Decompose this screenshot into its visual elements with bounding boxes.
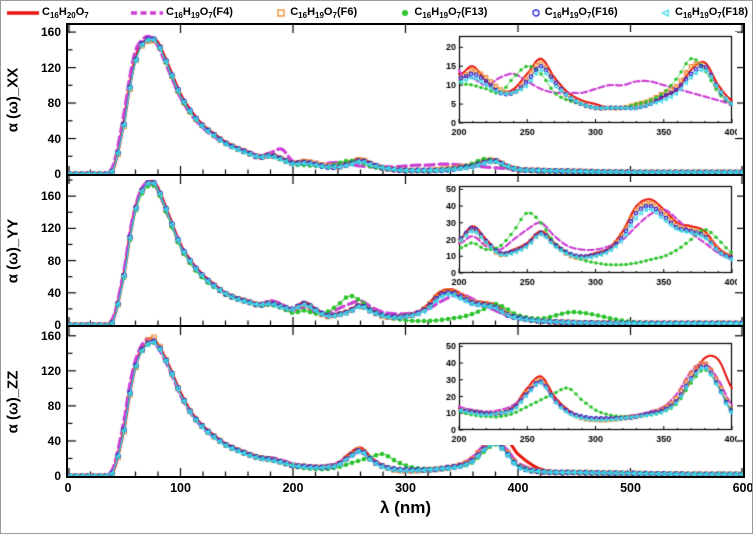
legend-item-F18: C16H19O7(F18)	[658, 5, 748, 21]
legend: C16H20O7 C16H19O7(F4) C16H19O7(F6) C16H19O7…	[3, 3, 751, 23]
x-tick-label: 400	[507, 481, 529, 495]
legend-label-F18: C16H19O7(F18)	[674, 5, 748, 21]
x-axis-title-text: λ (nm)	[380, 498, 431, 517]
alpha-zz-inset	[435, 339, 737, 450]
legend-item-F13: C16H19O7(F13)	[398, 6, 487, 20]
y-tick-label: 120	[40, 363, 61, 378]
alpha-xx-inset-canvas	[435, 32, 737, 138]
y-axis-title-zz: α (ω)_ZZ	[4, 370, 22, 433]
dashed-line-icon	[130, 7, 165, 19]
circle-open-icon	[528, 7, 543, 19]
panel-alpha-yy	[66, 174, 745, 327]
y-axis-title-xx-wrap: α (ω)_XX	[3, 23, 23, 176]
legend-label-F16: C16H19O7(F16)	[544, 5, 618, 21]
x-axis-title: λ (nm)	[66, 498, 745, 518]
y-tick-label: 40	[47, 433, 61, 448]
alpha-zz-inset-canvas	[435, 339, 737, 445]
solid-line-icon	[6, 7, 40, 19]
y-tick-label: 40	[47, 131, 61, 146]
alpha-yy-inset-canvas	[435, 182, 737, 288]
panel-alpha-xx	[66, 23, 745, 176]
alpha-yy-inset	[435, 182, 737, 293]
y-tick-label: 0	[54, 318, 61, 332]
x-tick-label: 200	[282, 481, 304, 495]
alpha-xx-inset	[435, 32, 737, 143]
legend-label-F4: C16H19O7(F4)	[166, 5, 233, 21]
y-tick-label: 80	[47, 253, 61, 268]
y-axis-title-yy-wrap: α (ω)_YY	[3, 174, 23, 327]
panel-alpha-zz	[66, 325, 745, 478]
y-tick-label: 0	[54, 167, 61, 181]
y-tick-label: 80	[47, 96, 61, 111]
x-tick-label: 100	[170, 481, 191, 495]
legend-item-F16: C16H19O7(F16)	[528, 5, 618, 21]
legend-item-F6: C16H19O7(F6)	[274, 6, 357, 20]
legend-label-F6: C16H19O7(F6)	[290, 5, 358, 21]
y-tick-label: 120	[40, 221, 61, 236]
legend-label-F13: C16H19O7(F13)	[414, 5, 488, 21]
y-tick-label: 160	[40, 189, 61, 204]
y-tick-label: 160	[40, 328, 61, 343]
x-tick-label: 600	[732, 481, 753, 495]
y-axis-title-xx: α (ω)_XX	[4, 67, 22, 132]
legend-item-base: C16H20O7	[6, 6, 89, 20]
x-tick-label: 500	[620, 481, 641, 495]
square-open-icon	[274, 7, 289, 19]
y-tick-label: 120	[40, 60, 61, 75]
x-tick-label: 300	[395, 481, 416, 495]
legend-label-base: C16H20O7	[42, 5, 89, 21]
y-axis-title-yy: α (ω)_YY	[4, 218, 22, 283]
x-tick-label: 0	[64, 481, 72, 495]
y-axis-title-zz-wrap: α (ω)_ZZ	[3, 325, 23, 478]
y-tick-label: 40	[47, 285, 61, 300]
y-tick-label: 0	[54, 469, 61, 483]
y-tick-label: 80	[47, 398, 61, 413]
y-tick-label: 160	[40, 25, 61, 40]
circle-filled-icon	[398, 7, 413, 19]
legend-item-F4: C16H19O7(F4)	[130, 6, 233, 20]
triangle-open-icon	[658, 7, 673, 19]
